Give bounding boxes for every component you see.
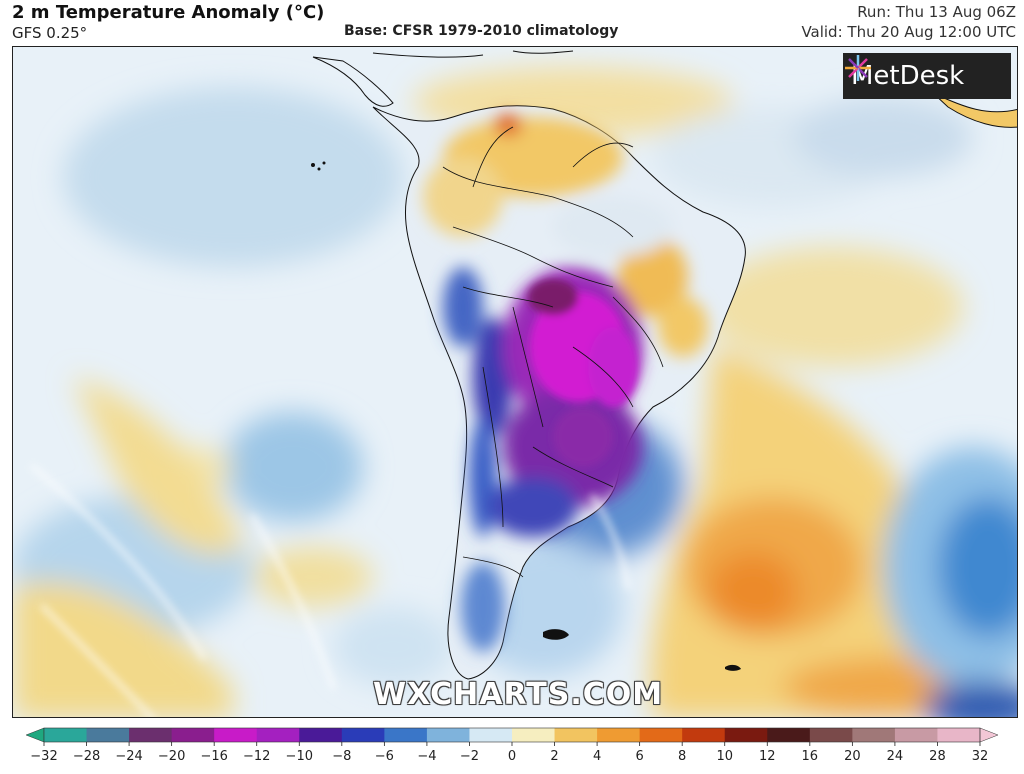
legend-arrow-low bbox=[25, 727, 45, 743]
legend-arrow-high bbox=[979, 727, 999, 743]
legend-tick-label: −12 bbox=[243, 749, 270, 764]
color-legend: −32 −28 −24 −20 −16 −12 −10 −8 −6 −4 −2 0 2 4 6 8 10 12 16… bbox=[25, 727, 999, 764]
legend-tick-label: −28 bbox=[73, 749, 100, 764]
legend-tick-label: −32 bbox=[30, 749, 57, 764]
legend-tick-label: 0 bbox=[508, 749, 516, 764]
base-climatology-label: Base: CFSR 1979-2010 climatology bbox=[344, 23, 619, 39]
legend-swatch bbox=[214, 728, 258, 742]
cold-core-shading bbox=[528, 279, 638, 467]
legend-tick-label: 24 bbox=[887, 749, 904, 764]
legend-swatch bbox=[86, 728, 130, 742]
valid-time-label: Valid: Thu 20 Aug 12:00 UTC bbox=[801, 23, 1016, 41]
legend-swatch bbox=[384, 728, 428, 742]
legend-tick-label: −8 bbox=[332, 749, 351, 764]
legend-tick-label: 20 bbox=[844, 749, 861, 764]
legend-swatch bbox=[341, 728, 385, 742]
galapagos-islands bbox=[311, 161, 326, 171]
anomaly-shading bbox=[13, 67, 1017, 717]
legend-swatch bbox=[512, 728, 556, 742]
legend-swatch bbox=[852, 728, 896, 742]
legend-swatch bbox=[639, 728, 683, 742]
legend-swatch bbox=[426, 728, 470, 742]
legend-swatch bbox=[682, 728, 726, 742]
anomaly-field bbox=[13, 47, 1017, 717]
legend-tick-label: −2 bbox=[460, 749, 479, 764]
legend-swatch bbox=[937, 728, 981, 742]
caribbean-islands bbox=[372, 50, 574, 58]
falkland-islands bbox=[543, 629, 569, 640]
wind-streaks bbox=[30, 464, 631, 717]
legend-tick-label: −16 bbox=[200, 749, 227, 764]
legend-tick-label: 16 bbox=[802, 749, 819, 764]
legend-tick-label: −4 bbox=[417, 749, 436, 764]
starburst-icon bbox=[845, 55, 871, 81]
legend-swatch bbox=[724, 728, 768, 742]
legend-tick-label: 12 bbox=[759, 749, 776, 764]
legend-swatch bbox=[597, 728, 641, 742]
legend-tick-label: −6 bbox=[375, 749, 394, 764]
legend-swatch bbox=[44, 728, 88, 742]
run-time-label: Run: Thu 13 Aug 06Z bbox=[857, 3, 1016, 21]
legend-swatch bbox=[554, 728, 598, 742]
legend-swatch bbox=[469, 728, 513, 742]
legend-tick-label: 8 bbox=[678, 749, 686, 764]
legend-tick-label: −24 bbox=[115, 749, 142, 764]
legend-tick-label: −20 bbox=[158, 749, 185, 764]
legend-tick-label: 6 bbox=[635, 749, 643, 764]
legend-tick-label: 2 bbox=[550, 749, 558, 764]
site-watermark: WXCHARTS.COM bbox=[373, 677, 664, 712]
map-title: 2 m Temperature Anomaly (°C) bbox=[12, 2, 325, 23]
legend-tick-label: 10 bbox=[716, 749, 733, 764]
africa-coast bbox=[932, 92, 1017, 128]
legend-swatch bbox=[171, 728, 215, 742]
anomaly-map: MetDesk WXCHARTS.COM bbox=[12, 46, 1018, 718]
legend-swatch bbox=[767, 728, 811, 742]
metdesk-logo: MetDesk bbox=[843, 53, 1011, 99]
legend-swatch bbox=[809, 728, 853, 742]
legend-tick-label: 32 bbox=[972, 749, 989, 764]
logo-wordmark: MetDesk bbox=[851, 61, 965, 91]
central-america-land bbox=[312, 56, 394, 107]
legend-tick-label: 4 bbox=[593, 749, 601, 764]
legend-swatch bbox=[129, 728, 173, 742]
legend-swatch bbox=[299, 728, 343, 742]
model-label: GFS 0.25° bbox=[12, 24, 88, 42]
legend-swatch bbox=[894, 728, 938, 742]
legend-swatch bbox=[256, 728, 300, 742]
legend-tick-label: −10 bbox=[286, 749, 313, 764]
south-georgia-island bbox=[725, 664, 741, 671]
country-borders bbox=[442, 126, 664, 578]
legend-tick-label: 28 bbox=[929, 749, 946, 764]
